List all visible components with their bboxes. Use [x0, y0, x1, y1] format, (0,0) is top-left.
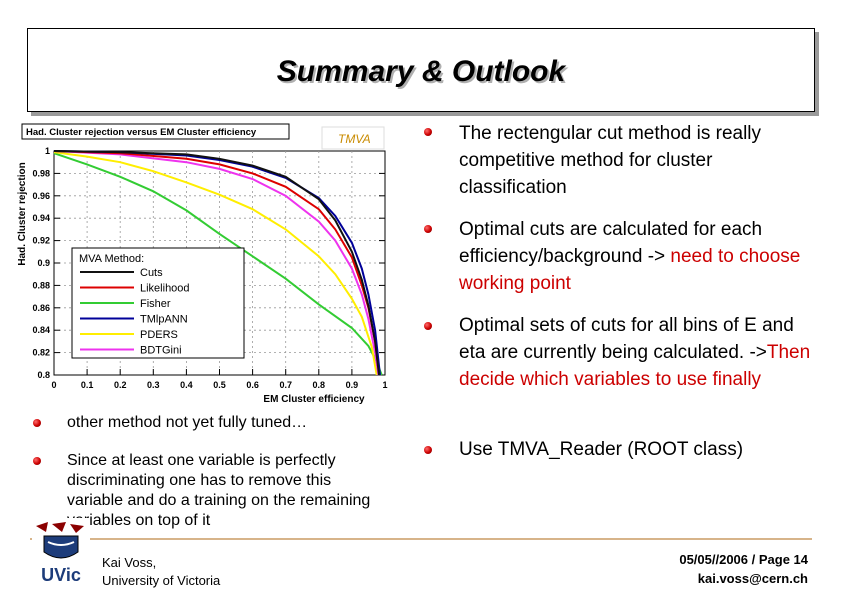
- legend-item: PDERS: [140, 329, 178, 341]
- y-tick-label: 1: [45, 146, 50, 156]
- legend-item: TMlpANN: [140, 314, 188, 326]
- bullet-icon: [424, 446, 432, 454]
- bullet-icon: [33, 457, 41, 465]
- speaker-block: Kai Voss, University of Victoria: [102, 554, 220, 590]
- curves: [53, 150, 383, 376]
- series-line-bdtgini: [53, 150, 380, 376]
- legend-title: MVA Method:: [79, 253, 144, 265]
- y-axis-label: Had. Cluster rejection: [17, 162, 28, 265]
- x-tick-label: 0.7: [279, 380, 292, 390]
- y-tick-label: 0.92: [32, 236, 50, 246]
- right-bullet-2: Optimal cuts are calculated for each eff…: [459, 216, 819, 297]
- x-tick-label: 0.3: [147, 380, 160, 390]
- left-bullet-2: Since at least one variable is perfectly…: [67, 452, 371, 529]
- right-bullet-3: Optimal sets of cuts for all bins of E a…: [459, 312, 819, 393]
- y-tick-label: 0.96: [32, 191, 50, 201]
- x-tick-label: 1: [382, 380, 387, 390]
- legend-item: Fisher: [140, 298, 171, 310]
- legend-item: BDTGini: [140, 345, 182, 357]
- bullet-icon: [424, 322, 432, 330]
- x-tick-label: 0.6: [246, 380, 259, 390]
- highlight-text: Then decide which variables to use final…: [459, 342, 811, 390]
- uvic-logo: UVic: [32, 518, 90, 585]
- bullet-icon: [33, 419, 41, 427]
- y-tick-label: 0.82: [32, 348, 50, 358]
- y-tick-label: 0.86: [32, 303, 50, 313]
- bullet-text: Use TMVA_Reader (ROOT class): [459, 439, 744, 460]
- legend: MVA Method: Cuts Likelihood Fisher TMlpANN P…: [71, 247, 245, 359]
- title-box: Summary & Outlook: [27, 28, 815, 112]
- x-tick-label: 0: [51, 380, 56, 390]
- tmva-logo: [321, 126, 385, 150]
- y-tick-label: 0.88: [32, 280, 50, 290]
- bullet-text: Optimal cuts are calculated for each eff…: [459, 219, 763, 267]
- slide-title: Summary & Outlook: [276, 55, 566, 88]
- chart-title-box: [21, 123, 290, 140]
- legend-item: Likelihood: [140, 283, 190, 295]
- axis-ticks: 0 0.1 0.2 0.3 0.4 0.5 0.6 0.7 0.8 0.9 1 1 0.98 0.96 0.…: [32, 146, 387, 390]
- x-tick-label: 0.1: [81, 380, 94, 390]
- y-tick-label: 0.9: [37, 258, 50, 268]
- uvic-logo-text: UVic: [41, 565, 81, 584]
- x-tick-label: 0.2: [114, 380, 127, 390]
- date-page: 05/05//2006 / Page 14: [679, 552, 808, 567]
- x-tick-label: 0.8: [313, 380, 326, 390]
- speaker-affiliation: University of Victoria: [102, 573, 221, 588]
- series-line-fisher: [53, 152, 383, 376]
- bullet-icon: [424, 128, 432, 136]
- chart-title: Had. Cluster rejection versus EM Cluster…: [26, 127, 257, 138]
- bullet-text: Optimal sets of cuts for all bins of E a…: [459, 315, 794, 363]
- speaker-name: Kai Voss,: [102, 555, 157, 570]
- y-tick-label: 0.94: [32, 213, 50, 223]
- email: kai.voss@cern.ch: [697, 571, 808, 586]
- y-tick-label: 0.84: [32, 325, 50, 335]
- series-line-cuts: [53, 150, 380, 376]
- right-bullet-4: Use TMVA_Reader (ROOT class): [459, 436, 819, 463]
- highlight-text: need to choose working point: [459, 246, 801, 294]
- series-line-pders: [53, 151, 378, 376]
- tmva-logo-text: TMVA: [338, 132, 371, 146]
- legend-item: Cuts: [140, 267, 163, 279]
- left-bullet-1: other method not yet fully tuned…: [67, 414, 308, 431]
- footer-rule: [30, 538, 812, 540]
- x-tick-label: 0.9: [346, 380, 359, 390]
- roc-chart: Had. Cluster rejection versus EM Cluster…: [17, 123, 388, 405]
- x-axis-label: EM Cluster efficiency: [263, 394, 365, 405]
- right-bullet-1: The rectengular cut method is really com…: [459, 120, 819, 201]
- y-tick-label: 0.98: [32, 168, 50, 178]
- y-tick-label: 0.8: [37, 370, 50, 380]
- footer-meta: 05/05//2006 / Page 14 kai.voss@cern.ch: [679, 550, 808, 588]
- x-tick-label: 0.4: [180, 380, 193, 390]
- bullet-text: The rectengular cut method is really com…: [459, 123, 762, 198]
- x-tick-label: 0.5: [213, 380, 226, 390]
- bullet-icon: [424, 225, 432, 233]
